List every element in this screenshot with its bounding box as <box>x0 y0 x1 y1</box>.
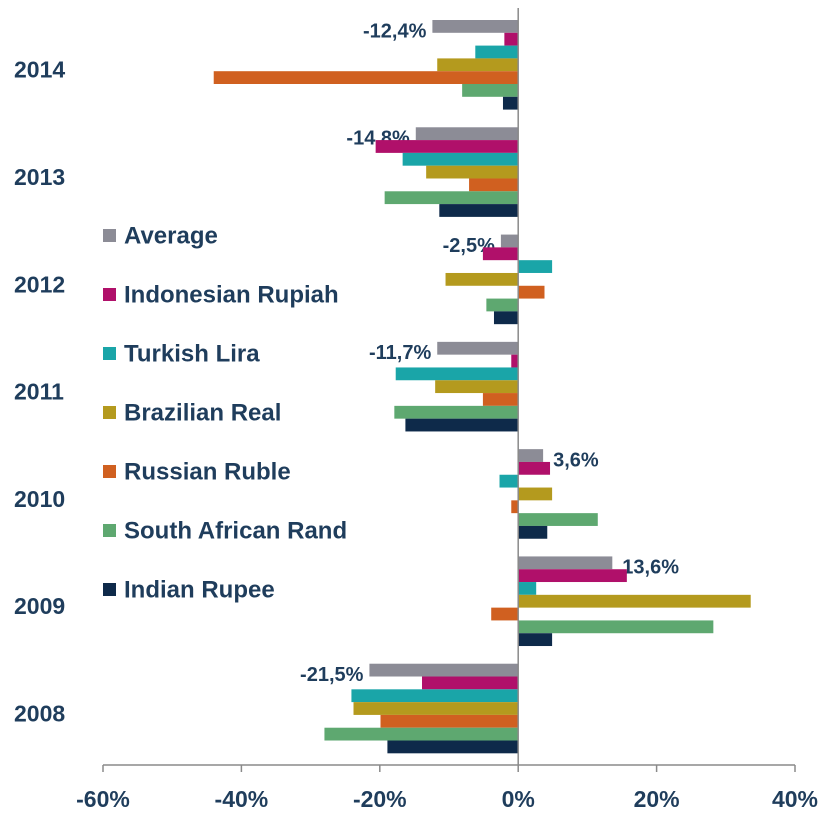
bar <box>518 633 553 647</box>
category-label: 2008 <box>14 700 65 726</box>
legend-label: Indian Rupee <box>124 576 275 603</box>
bar <box>504 32 519 46</box>
bar <box>491 607 519 621</box>
bar <box>518 525 548 539</box>
bar <box>395 367 519 381</box>
category-label: 2010 <box>14 486 65 512</box>
bar <box>432 20 519 33</box>
bar <box>518 260 553 273</box>
legend-swatch <box>103 406 116 419</box>
bar <box>213 71 519 84</box>
legend-swatch <box>103 229 116 242</box>
category-label: 2012 <box>14 271 65 297</box>
bar <box>475 45 519 59</box>
bar <box>502 96 519 110</box>
bar <box>518 594 751 608</box>
bar <box>469 178 519 192</box>
bar <box>486 298 519 312</box>
bar <box>482 393 519 406</box>
bar <box>518 556 613 570</box>
bar <box>518 513 598 526</box>
legend-label: Turkish Lira <box>124 340 260 367</box>
bar <box>387 740 519 754</box>
legend-label: South African Rand <box>124 517 347 544</box>
x-tick-label: -40% <box>215 786 269 812</box>
bar <box>518 620 714 634</box>
bar <box>500 234 519 248</box>
bar <box>511 500 519 514</box>
bar <box>422 676 519 690</box>
legend-label: Brazilian Real <box>124 399 281 426</box>
bar <box>380 714 519 728</box>
legend-label: Average <box>124 222 218 249</box>
data-label: 13,6% <box>622 557 679 579</box>
bar <box>499 474 519 488</box>
bar <box>518 487 553 501</box>
bar <box>518 449 544 462</box>
legend-label: Indonesian Rupiah <box>124 281 339 308</box>
x-tick-label: 40% <box>772 786 818 812</box>
category-label: 2009 <box>14 593 65 619</box>
bar <box>482 247 519 261</box>
bar <box>351 689 519 703</box>
bar <box>493 311 519 325</box>
bar <box>462 84 519 97</box>
bar <box>426 165 519 179</box>
bar <box>375 140 519 153</box>
bar <box>405 418 519 432</box>
data-label: -12,4% <box>363 20 427 42</box>
category-label: 2014 <box>14 57 65 83</box>
bar <box>518 285 545 299</box>
bar <box>445 272 519 286</box>
legend-swatch <box>103 465 116 478</box>
data-label: -2,5% <box>443 235 495 257</box>
bar <box>435 380 519 394</box>
bar <box>437 341 519 355</box>
x-tick-label: 0% <box>502 786 535 812</box>
legend-label: Russian Ruble <box>124 458 291 485</box>
data-label: -11,7% <box>369 342 431 364</box>
bar <box>518 461 551 475</box>
bar <box>437 58 519 72</box>
x-tick-label: -60% <box>76 786 130 812</box>
bar <box>384 191 519 205</box>
bar <box>324 727 519 741</box>
legend-swatch <box>103 288 116 301</box>
legend-swatch <box>103 347 116 360</box>
bar <box>511 354 519 368</box>
bar <box>402 152 519 166</box>
x-tick-label: 20% <box>634 786 680 812</box>
bar <box>518 569 627 583</box>
category-label: 2011 <box>14 379 64 405</box>
bar <box>353 702 519 715</box>
bar <box>518 582 537 595</box>
data-label: -21,5% <box>300 664 364 686</box>
bar <box>439 204 519 217</box>
x-tick-label: -20% <box>353 786 407 812</box>
bar <box>369 663 519 677</box>
bar <box>394 405 519 419</box>
legend-swatch <box>103 583 116 596</box>
legend-swatch <box>103 524 116 537</box>
category-label: 2013 <box>14 164 65 190</box>
bar <box>415 127 519 141</box>
data-label: 3,6% <box>553 449 599 471</box>
